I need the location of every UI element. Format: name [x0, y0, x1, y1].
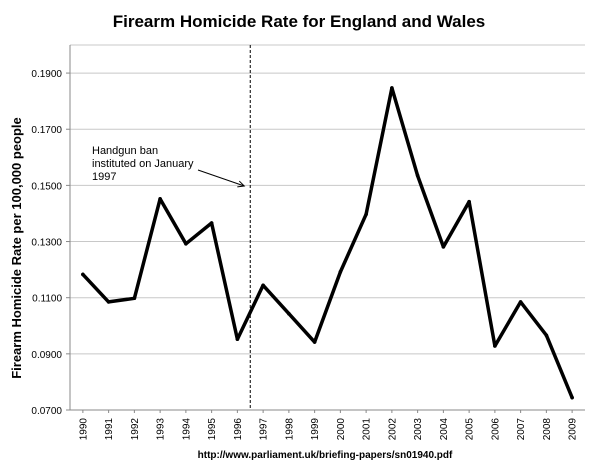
- data-point: [184, 241, 188, 246]
- data-point: [390, 86, 394, 90]
- data-point: [312, 340, 317, 344]
- source-note: http://www.parliament.uk/briefing-papers…: [198, 450, 453, 461]
- y-tick-label: 0.0900: [31, 350, 62, 361]
- data-point: [81, 272, 85, 277]
- data-point: [261, 283, 265, 288]
- y-tick-label: 0.1900: [31, 69, 62, 80]
- series: [81, 86, 574, 400]
- x-tick-label: 1994: [181, 418, 192, 441]
- x-tick-label: 1996: [233, 418, 244, 441]
- x-tick-label: 2000: [336, 418, 347, 441]
- arrow-head: [237, 180, 246, 188]
- data-point: [467, 199, 471, 204]
- data-point: [106, 300, 111, 304]
- gridlines: [70, 44, 585, 355]
- data-point: [338, 270, 343, 274]
- x-tick-label: 2003: [413, 418, 424, 441]
- data-point: [493, 344, 497, 348]
- x-tick-labels: 1990 1991 1992 1993 1994 1995 1996 1997 1998 1999…: [78, 418, 578, 441]
- data-point: [518, 300, 523, 304]
- y-tick-label: 0.0700: [31, 406, 62, 417]
- x-tick-label: 2008: [542, 418, 553, 441]
- x-tick-label: 2004: [439, 418, 450, 441]
- y-tick-label: 0.1100: [32, 294, 62, 305]
- y-tick-label: 0.1500: [31, 181, 62, 192]
- x-tick-label: 2001: [362, 418, 373, 441]
- y-tick-label: 0.1700: [31, 125, 62, 136]
- data-point: [415, 173, 420, 178]
- data-point: [158, 197, 162, 201]
- x-tick-label: 1999: [310, 418, 321, 441]
- annotation-text: 1997: [92, 171, 116, 183]
- y-tick-labels: 0.0700 0.0900 0.1100 0.1300 0.1500 0.1700 0.19…: [31, 69, 62, 417]
- data-point: [209, 221, 214, 225]
- x-tick-label: 2009: [568, 418, 579, 441]
- data-point: [364, 212, 368, 217]
- x-tick-label: 1991: [104, 418, 115, 441]
- y-tick-label: 0.1300: [31, 238, 62, 249]
- annotation-text: instituted on January: [92, 158, 194, 170]
- annotation-text: Handgun ban: [92, 145, 158, 157]
- x-tick-label: 1992: [130, 418, 141, 441]
- axes: [66, 45, 585, 413]
- data-point: [441, 245, 446, 249]
- annotation-arrow: [197, 169, 245, 187]
- y-axis-label: Firearm Homicide Rate per 100,000 people: [9, 117, 24, 379]
- data-point: [132, 296, 137, 301]
- data-point: [544, 333, 549, 338]
- chart-title: Firearm Homicide Rate for England and Wa…: [113, 12, 486, 31]
- x-tick-label: 2007: [516, 418, 527, 441]
- data-point: [287, 311, 291, 316]
- series-line: [81, 86, 574, 400]
- x-tick-label: 2006: [490, 418, 501, 441]
- data-point: [235, 337, 240, 342]
- x-tick-label: 1995: [207, 418, 218, 441]
- x-tick-label: 1993: [156, 418, 167, 441]
- x-tick-label: 1997: [259, 418, 270, 441]
- x-tick-label: 1998: [284, 418, 295, 441]
- x-tick-label: 2002: [387, 418, 398, 441]
- data-point: [570, 395, 574, 400]
- x-tick-label: 2005: [465, 418, 476, 441]
- x-tick-label: 1990: [78, 418, 89, 441]
